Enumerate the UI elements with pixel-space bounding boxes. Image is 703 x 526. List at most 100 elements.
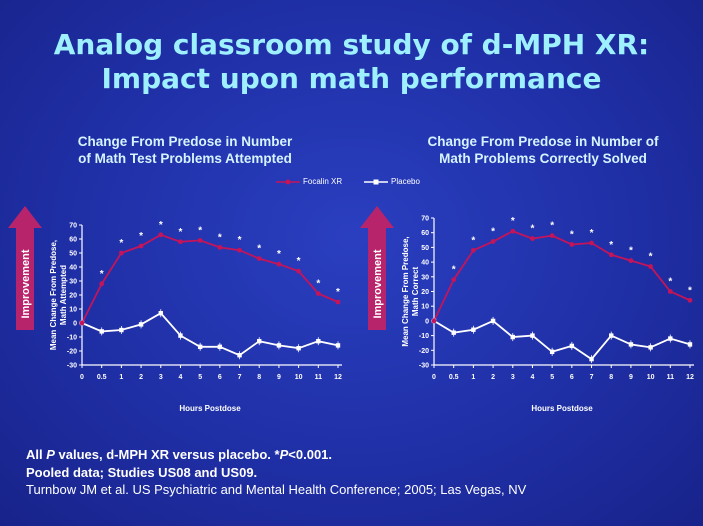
y-axis-label-line-2: Math Correct <box>411 266 420 316</box>
right-chart-title: Change From Predose in Number of Math Pr… <box>398 133 688 167</box>
x-axis-label: Hours Postdose <box>531 404 593 413</box>
x-tick-label: 0.5 <box>97 374 107 381</box>
significance-asterisk: * <box>511 216 515 227</box>
significance-asterisk: * <box>257 244 261 255</box>
significance-asterisk: * <box>139 231 143 242</box>
placebo-point <box>335 343 341 348</box>
significance-asterisk: * <box>100 269 104 280</box>
placebo-point <box>648 345 653 350</box>
focalin-line-marker-icon <box>276 179 300 184</box>
footer-l1-prefix: All <box>26 447 47 462</box>
x-tick-label: 10 <box>647 374 655 381</box>
focalin-point <box>451 277 457 283</box>
y-tick-label: 50 <box>69 251 77 258</box>
x-tick-label: 7 <box>590 374 594 381</box>
left-chart-title: Change From Predose in Number of Math Te… <box>40 133 330 167</box>
placebo-point <box>257 339 262 344</box>
placebo-point <box>589 356 594 362</box>
focalin-point <box>276 261 282 267</box>
placebo-point <box>197 344 203 349</box>
footer-l2-text: Pooled data; Studies US08 and US09. <box>26 464 258 480</box>
placebo-point <box>510 334 515 340</box>
placebo-series-line <box>81 312 339 357</box>
focalin-point <box>431 318 437 324</box>
x-tick-label: 1 <box>119 374 123 381</box>
placebo-point <box>668 336 673 341</box>
significance-asterisk: * <box>159 220 163 231</box>
footer-l1-p: P <box>46 447 55 462</box>
x-tick-label: 0 <box>432 374 436 381</box>
y-tick-label: 10 <box>69 307 77 314</box>
focalin-point <box>118 250 124 256</box>
x-tick-label: 8 <box>609 374 613 381</box>
left-chart-title-line-1: Change From Predose in Number <box>77 134 293 149</box>
y-tick-label: 70 <box>69 223 77 230</box>
focalin-point <box>138 243 144 249</box>
x-tick-label: 4 <box>179 374 183 381</box>
significance-asterisk: * <box>316 279 320 290</box>
y-tick-label: 20 <box>421 289 429 296</box>
focalin-point <box>608 252 614 258</box>
x-tick-label: 2 <box>139 374 143 381</box>
y-tick-label: 20 <box>69 293 77 300</box>
significance-asterisk: * <box>297 256 301 267</box>
title-line-1: Analog classroom study of d-MPH XR: <box>53 28 650 61</box>
focalin-point <box>335 299 341 305</box>
legend-item-placebo: Placebo <box>364 177 420 186</box>
placebo-point <box>628 342 634 347</box>
improvement-label-left: Improvement <box>20 249 32 318</box>
focalin-series-line <box>433 230 691 322</box>
placebo-point <box>569 343 575 349</box>
x-tick-label: 9 <box>629 374 633 381</box>
slide-title: Analog classroom study of d-MPH XR: Impa… <box>0 28 703 96</box>
placebo-point <box>158 311 163 316</box>
y-tick-label: -10 <box>67 335 77 342</box>
placebo-line-marker-icon <box>364 179 388 184</box>
focalin-point <box>667 289 673 294</box>
focalin-point <box>569 242 575 247</box>
y-axis-label-line-1: Mean Change From Predose, <box>49 240 58 350</box>
improvement-label-right: Improvement <box>372 249 384 318</box>
significance-asterisk: * <box>452 265 456 276</box>
right-chart-title-line-2: Math Problems Correctly Solved <box>439 151 647 166</box>
y-tick-label: -20 <box>419 348 429 355</box>
placebo-point <box>549 349 555 354</box>
improvement-arrow-right-icon: Improvement <box>360 206 394 330</box>
x-axis-label: Hours Postdose <box>179 404 241 413</box>
y-axis-label-line-2: Math Attempted <box>59 265 68 325</box>
x-tick-label: 2 <box>491 374 495 381</box>
focalin-point <box>470 247 476 253</box>
x-tick-label: 5 <box>198 374 202 381</box>
focalin-point <box>296 268 302 274</box>
placebo-series-line <box>433 319 691 361</box>
placebo-point <box>217 344 223 349</box>
footer-l1-suffix: <0.001. <box>288 447 333 462</box>
y-tick-label: 0 <box>73 321 77 328</box>
x-tick-label: 8 <box>257 374 261 381</box>
legend: Focalin XR Placebo <box>276 177 446 189</box>
x-tick-label: 6 <box>570 374 574 381</box>
significance-asterisk: * <box>531 224 535 235</box>
focalin-point <box>99 281 105 287</box>
significance-asterisk: * <box>179 227 183 238</box>
focalin-point <box>490 239 496 244</box>
focalin-point <box>648 264 654 269</box>
x-tick-label: 4 <box>531 374 535 381</box>
focalin-point <box>79 320 85 326</box>
chart-math-correct: Mean Change From Predose,Math Correct -30… <box>401 216 694 413</box>
placebo-point <box>490 318 496 324</box>
focalin-point <box>197 238 203 243</box>
title-line-2: Impact upon math performance <box>101 62 602 95</box>
focalin-series-line <box>81 233 339 324</box>
legend-placebo-label: Placebo <box>391 177 420 186</box>
x-tick-label: 7 <box>238 374 242 381</box>
footer-notes: All P values, d-MPH XR versus placebo. *… <box>26 446 696 499</box>
right-chart-title-line-1: Change From Predose in Number of <box>427 134 659 149</box>
focalin-point <box>530 236 535 241</box>
legend-item-focalin: Focalin XR <box>276 177 342 186</box>
placebo-point <box>609 333 614 338</box>
y-tick-label: 30 <box>69 279 77 286</box>
y-tick-label: -10 <box>419 333 429 340</box>
significance-asterisk: * <box>629 246 633 257</box>
footer-line-3: Turnbow JM et al. US Psychiatric and Men… <box>26 482 527 497</box>
